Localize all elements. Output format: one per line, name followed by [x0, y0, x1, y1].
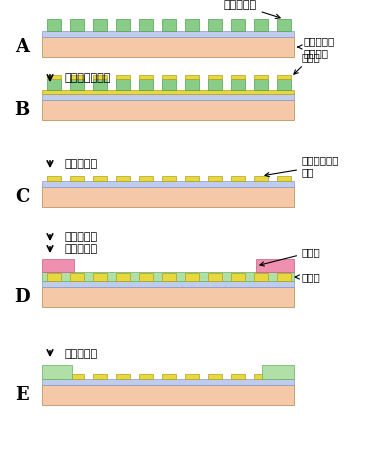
Bar: [93, 19, 107, 31]
Bar: [277, 176, 291, 181]
Bar: [139, 374, 153, 379]
Bar: [254, 79, 268, 90]
Bar: [254, 176, 268, 181]
Bar: [139, 75, 153, 79]
Bar: [162, 374, 176, 379]
Text: 金属膜: 金属膜: [294, 52, 321, 74]
Bar: [139, 273, 153, 281]
Bar: [231, 374, 245, 379]
Bar: [162, 176, 176, 181]
Text: 溅射沉积金属膜: 溅射沉积金属膜: [65, 73, 111, 83]
Bar: [185, 176, 199, 181]
Bar: [42, 37, 294, 57]
Bar: [231, 79, 245, 90]
Bar: [42, 31, 294, 37]
Text: 绵缘膜刻蚀: 绵缘膜刻蚀: [65, 349, 98, 359]
Bar: [70, 374, 84, 379]
Bar: [42, 259, 74, 272]
Bar: [139, 79, 153, 90]
Bar: [116, 273, 130, 281]
Bar: [47, 19, 61, 31]
Text: 覆盖氧化膜
的硅基板: 覆盖氧化膜 的硅基板: [298, 36, 335, 58]
Bar: [70, 19, 84, 31]
Bar: [231, 273, 245, 281]
Bar: [116, 176, 130, 181]
Bar: [208, 19, 222, 31]
Bar: [256, 259, 294, 272]
Bar: [42, 100, 294, 120]
Bar: [47, 79, 61, 90]
Bar: [162, 273, 176, 281]
Bar: [47, 273, 61, 281]
Bar: [277, 374, 291, 379]
Bar: [139, 176, 153, 181]
Bar: [42, 90, 294, 94]
Bar: [116, 79, 130, 90]
Bar: [185, 273, 199, 281]
Bar: [42, 272, 294, 281]
Bar: [47, 176, 61, 181]
Bar: [254, 273, 268, 281]
Bar: [162, 75, 176, 79]
Bar: [42, 187, 294, 207]
Text: 叉指阵列电极
图案: 叉指阵列电极 图案: [265, 155, 340, 177]
Bar: [116, 374, 130, 379]
Bar: [42, 379, 294, 385]
Text: 绵缘膜沉积: 绵缘膜沉积: [65, 232, 98, 242]
Bar: [93, 79, 107, 90]
Bar: [93, 273, 107, 281]
Bar: [42, 281, 294, 287]
Bar: [231, 19, 245, 31]
Bar: [42, 287, 294, 307]
Text: 光刻膜: 光刻膜: [260, 247, 321, 266]
Bar: [70, 75, 84, 79]
Bar: [208, 75, 222, 79]
Bar: [254, 374, 268, 379]
Text: B: B: [14, 101, 30, 119]
Text: 光刻膜图案: 光刻膜图案: [223, 0, 280, 19]
Text: C: C: [15, 188, 29, 206]
Bar: [208, 374, 222, 379]
Text: 剥离光刻膜: 剥离光刻膜: [65, 159, 98, 169]
Bar: [42, 181, 294, 187]
Bar: [70, 176, 84, 181]
Bar: [42, 385, 294, 405]
Bar: [185, 374, 199, 379]
Bar: [254, 75, 268, 79]
Bar: [231, 75, 245, 79]
Bar: [139, 19, 153, 31]
Bar: [162, 79, 176, 90]
Bar: [47, 75, 61, 79]
Bar: [185, 75, 199, 79]
Text: 光刻膜图案: 光刻膜图案: [65, 244, 98, 254]
Bar: [254, 19, 268, 31]
Bar: [185, 79, 199, 90]
Bar: [42, 94, 294, 100]
Bar: [47, 374, 61, 379]
Bar: [42, 365, 72, 379]
Bar: [93, 75, 107, 79]
Bar: [208, 176, 222, 181]
Text: A: A: [15, 38, 29, 56]
Bar: [231, 176, 245, 181]
Bar: [277, 273, 291, 281]
Text: D: D: [14, 288, 30, 306]
Bar: [277, 79, 291, 90]
Text: 絶缘膜: 絶缘膜: [295, 272, 321, 282]
Bar: [277, 19, 291, 31]
Text: E: E: [15, 386, 29, 404]
Bar: [116, 75, 130, 79]
Bar: [116, 19, 130, 31]
Bar: [70, 273, 84, 281]
Bar: [185, 19, 199, 31]
Bar: [277, 75, 291, 79]
Bar: [70, 79, 84, 90]
Bar: [208, 79, 222, 90]
Bar: [208, 273, 222, 281]
Bar: [93, 374, 107, 379]
Bar: [162, 19, 176, 31]
Bar: [262, 365, 294, 379]
Bar: [93, 176, 107, 181]
